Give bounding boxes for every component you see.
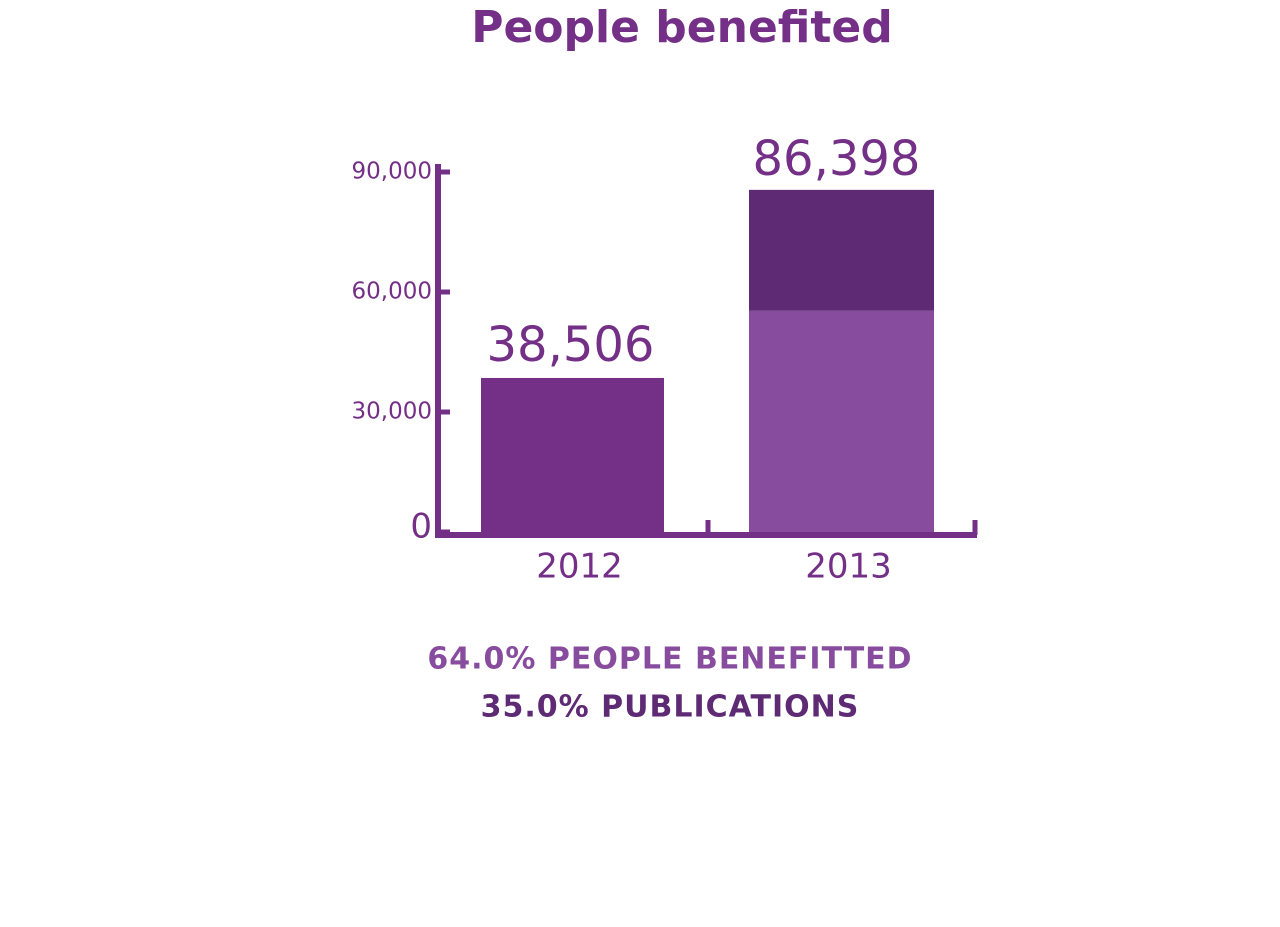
x-tick-label: 2013 [805,547,892,587]
legend-entry: 35.0% PUBLICATIONS [481,690,860,725]
y-tick-label: 90,000 [352,159,432,185]
bar [481,377,664,532]
bar-segment [749,189,934,311]
bar-segment [749,310,934,532]
value-label: 38,506 [487,317,655,373]
chart-title: People benefited [471,2,893,53]
x-tick-label: 2012 [536,547,623,587]
y-tick-label: 0 [410,507,432,547]
legend-entry: 64.0% PEOPLE BENEFITTED [427,642,912,677]
y-tick-label: 60,000 [352,279,432,305]
value-label: 86,398 [753,131,921,187]
y-tick-label: 30,000 [352,399,432,425]
